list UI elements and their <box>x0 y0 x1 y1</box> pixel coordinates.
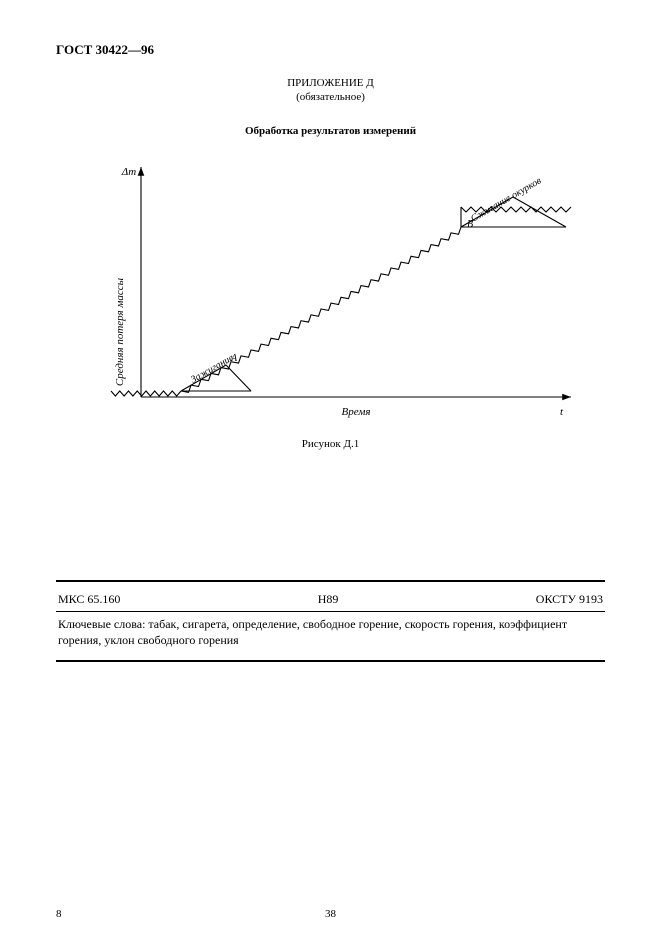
classifier-mks: МКС 65.160 <box>58 592 120 607</box>
classifier-row: МКС 65.160 Н89 ОКСТУ 9193 <box>56 582 605 611</box>
keywords-text: Ключевые слова: табак, сигарета, определ… <box>56 612 605 660</box>
svg-text:t: t <box>559 406 563 418</box>
page-number-left: 8 <box>56 908 62 920</box>
svg-text:Δm: Δm <box>120 166 135 178</box>
svg-text:Время: Время <box>341 406 370 418</box>
appendix-title-line1: ПРИЛОЖЕНИЕ Д <box>287 77 374 89</box>
figure-container: ΔmВремяtСредняя потеря массыАВЗажиганиеС… <box>81 147 581 450</box>
page-number-center: 38 <box>325 908 336 920</box>
divider-bottom <box>56 660 605 662</box>
document-id: ГОСТ 30422—96 <box>56 42 605 58</box>
chart-svg: ΔmВремяtСредняя потеря массыАВЗажиганиеС… <box>81 147 581 427</box>
section-title: Обработка результатов измерений <box>56 125 605 137</box>
svg-text:Сжигание окурков: Сжигание окурков <box>469 175 544 225</box>
figure-caption: Рисунок Д.1 <box>81 438 581 450</box>
classifier-block: МКС 65.160 Н89 ОКСТУ 9193 Ключевые слова… <box>56 580 605 662</box>
appendix-title-line2: (обязательное) <box>296 91 365 103</box>
svg-text:Средняя потеря массы: Средняя потеря массы <box>114 277 126 386</box>
appendix-heading: ПРИЛОЖЕНИЕ Д (обязательное) <box>56 76 605 105</box>
classifier-okstu: ОКСТУ 9193 <box>536 592 603 607</box>
classifier-code: Н89 <box>318 592 339 607</box>
